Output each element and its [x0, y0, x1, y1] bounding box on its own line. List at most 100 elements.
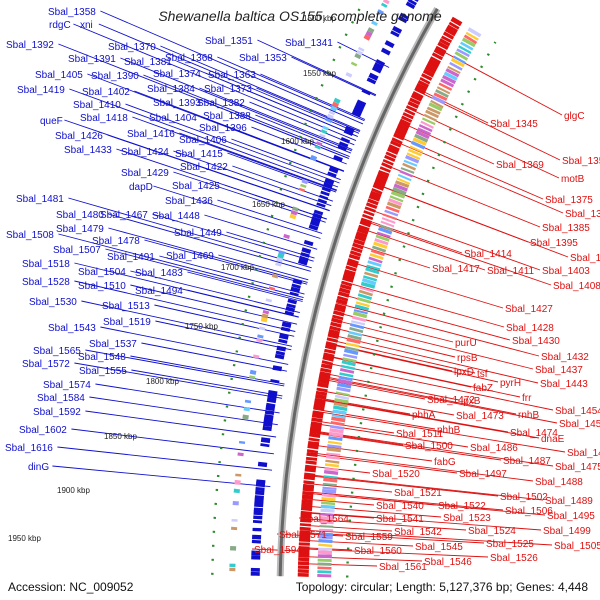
leader-line — [85, 410, 277, 438]
forward-gene-mark — [320, 190, 330, 197]
cog-band-mark — [397, 173, 412, 182]
cog-band-mark — [373, 241, 388, 249]
forward-gene-label-54: Sbal_1494 — [135, 286, 183, 297]
cog-band-mark — [421, 117, 436, 126]
forward-gene-mark — [287, 298, 298, 305]
reverse-gene-mark — [424, 65, 437, 75]
forward-gene-label-15: Sbal_1419 — [17, 85, 65, 96]
reverse-gene-mark — [320, 363, 333, 370]
cog-band-mark — [385, 205, 400, 213]
cog-band-mark — [364, 271, 379, 278]
cog-band-mark — [365, 267, 380, 275]
leader-line — [298, 563, 378, 567]
reverse-gene-mark — [335, 298, 348, 306]
reverse-gene-label-33: Sbal_1473 — [456, 411, 504, 422]
leader-line — [315, 397, 509, 433]
cog-band-mark — [357, 293, 373, 300]
outer-band-mark — [256, 338, 263, 343]
leader-line — [298, 555, 423, 562]
reverse-gene-mark — [387, 146, 399, 155]
reverse-gene-mark — [379, 166, 391, 173]
reverse-gene-mark — [313, 401, 326, 408]
outer-band-mark — [316, 141, 323, 146]
reverse-gene-label-15: Sbal_1427 — [505, 304, 553, 315]
reverse-gene-label-14: Sbal_1408 — [553, 281, 600, 292]
cog-band-mark — [396, 177, 411, 185]
reverse-gene-mark — [339, 283, 352, 291]
forward-gene-mark — [279, 333, 289, 340]
outer-band-mark — [243, 406, 251, 412]
reverse-gene-mark — [382, 158, 394, 166]
reverse-gene-label-49: Sbal_1502 — [500, 492, 548, 503]
forward-gene-label-47: Sbal_1491 — [107, 252, 155, 263]
forward-gene-label-59: Sbal_1537 — [89, 339, 137, 350]
reverse-gene-label-40: Sbal_1486 — [470, 443, 518, 454]
cog-band-mark — [430, 99, 444, 109]
forward-gene-mark — [328, 165, 339, 174]
cog-band-mark — [350, 320, 366, 326]
scale-tick-4: 1700 kbp — [221, 263, 254, 272]
outer-band-mark — [289, 213, 297, 220]
forward-gene-mark — [300, 252, 310, 258]
outer-band-mark — [262, 309, 270, 315]
forward-gene-mark — [375, 59, 386, 67]
leader-line — [257, 39, 377, 96]
outer-band-mark — [278, 250, 286, 255]
cog-band-mark — [417, 127, 432, 136]
reverse-gene-label-19: Sbal_1432 — [541, 352, 589, 363]
reverse-gene-label-45: Sbal_1497 — [459, 469, 507, 480]
forward-gene-label-7: Sbal_1391 — [68, 54, 116, 65]
forward-gene-label-49: Sbal_1518 — [22, 259, 70, 270]
forward-gene-label-34: Sbal_1429 — [121, 168, 169, 179]
forward-gene-label-6: Sbal_1370 — [108, 42, 156, 53]
leader-line — [311, 419, 395, 434]
cog-band-mark — [456, 48, 470, 58]
reverse-gene-label-62: Sbal_1559 — [345, 532, 393, 543]
outer-band-mark — [291, 206, 299, 212]
cog-band-mark — [353, 309, 368, 315]
leader-line — [155, 320, 292, 351]
forward-gene-label-69: dinG — [28, 462, 49, 473]
forward-gene-label-56: Sbal_1513 — [102, 301, 150, 312]
leader-line — [143, 74, 350, 158]
forward-gene-mark — [327, 171, 337, 178]
leader-line — [108, 213, 311, 272]
scale-ticks: 1500 kbp 1550 kbp 1600 kbp 1650 kbp 1700 kbp… — [8, 14, 336, 543]
forward-gene-mark — [354, 102, 365, 111]
reverse-gene-mark — [435, 45, 447, 54]
cog-band-mark — [379, 224, 394, 232]
leader-line — [300, 518, 467, 531]
forward-gene-label-63: Sbal_1555 — [79, 366, 127, 377]
leader-line — [204, 214, 318, 250]
forward-gene-mark — [275, 350, 286, 356]
reverse-gene-label-54: Sbal_1495 — [547, 511, 595, 522]
forward-gene-mark — [260, 437, 271, 444]
reverse-gene-label-29: Sbal_1472 — [427, 395, 475, 406]
leader-line — [107, 134, 330, 212]
reverse-gene-label-0: glgC — [564, 111, 585, 122]
leader-line — [361, 219, 552, 286]
forward-gene-label-42: Sbal_1479 — [56, 224, 104, 235]
reverse-gene-label-53: Sbal_1506 — [505, 506, 553, 517]
leader-line — [144, 239, 308, 285]
cog-band-mark — [375, 234, 390, 242]
outer-band-mark — [320, 129, 328, 135]
forward-gene-label-18: Sbal_1373 — [204, 84, 252, 95]
reverse-gene-mark — [324, 348, 336, 354]
reverse-gene-label-56: Sbal_1523 — [443, 513, 491, 524]
leader-line — [319, 378, 426, 400]
forward-gene-mark — [291, 283, 301, 289]
reverse-gene-label-12: Sbal_1411 — [487, 266, 535, 277]
cog-band-mark — [393, 183, 408, 192]
reverse-gene-mark — [376, 172, 389, 180]
outer-band-mark — [261, 313, 269, 319]
leader-line — [68, 197, 312, 269]
reverse-gene-mark — [394, 128, 407, 137]
reverse-gene-label-18: purU — [455, 338, 477, 349]
reverse-gene-label-8: Sbal_1395 — [530, 238, 578, 249]
reverse-gene-label-55: Sbal_1541 — [376, 514, 424, 525]
accession-text: Accession: NC_009052 — [8, 580, 134, 594]
reverse-gene-label-52: Sbal_1522 — [438, 501, 486, 512]
leader-line — [73, 23, 357, 142]
forward-gene-label-10: Sbal_1353 — [239, 53, 287, 64]
